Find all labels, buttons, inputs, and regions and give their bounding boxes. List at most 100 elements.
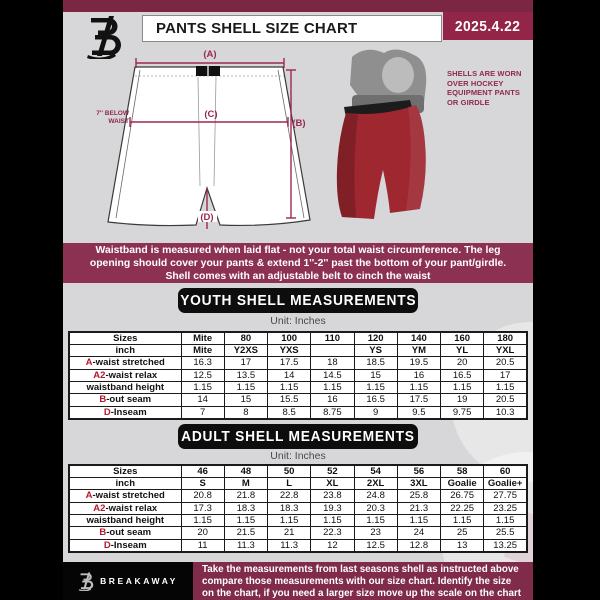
value-cell: 26.75 bbox=[439, 489, 485, 503]
value-cell: 1.15 bbox=[266, 514, 312, 528]
value-cell: 1.15 bbox=[483, 514, 528, 528]
value-cell: 13.5 bbox=[223, 368, 269, 383]
value-cell: 20.5 bbox=[483, 356, 528, 370]
value-cell: 8 bbox=[223, 405, 269, 420]
value-cell: 20 bbox=[180, 526, 225, 540]
row-label: A-waist stretched bbox=[68, 356, 182, 370]
value-cell: 8.75 bbox=[310, 405, 355, 420]
footer-instructions: Take the measurements from last seasons … bbox=[193, 562, 533, 600]
value-cell: 1.15 bbox=[180, 514, 225, 528]
value-cell: 17.5 bbox=[266, 356, 312, 370]
row-label-prefix: A2 bbox=[93, 369, 106, 381]
row-label-prefix: A bbox=[85, 490, 93, 502]
header-cell: Mite bbox=[180, 331, 225, 345]
measure-label-a: (A) bbox=[203, 49, 216, 60]
header-cell: Mite bbox=[180, 343, 225, 358]
value-cell: 9 bbox=[353, 405, 398, 420]
value-cell: 1.15 bbox=[396, 381, 442, 395]
row-label-prefix: D bbox=[103, 539, 111, 551]
brand-name: BREAKAWAY bbox=[100, 576, 178, 586]
row-label-prefix: B bbox=[99, 394, 107, 406]
value-cell: 20.5 bbox=[483, 393, 528, 407]
youth-section-banner: YOUTH SHELL MEASUREMENTS bbox=[178, 288, 418, 313]
header-cell: L bbox=[266, 476, 312, 491]
header-cell: 80 bbox=[223, 331, 269, 345]
page-title: PANTS SHELL SIZE CHART bbox=[142, 15, 442, 42]
row-label: waistband height bbox=[68, 381, 182, 395]
value-cell: 1.15 bbox=[483, 381, 528, 395]
value-cell: 20.3 bbox=[353, 501, 398, 516]
header-cell: 3XL bbox=[396, 476, 442, 491]
value-cell: 16 bbox=[396, 368, 442, 383]
footer-line: compare those measurements with our size… bbox=[202, 576, 512, 587]
table-row: B-out seam 14 15 15.5 16 16.5 17.5 19 20.5 bbox=[68, 393, 528, 407]
value-cell: 12.5 bbox=[353, 538, 398, 553]
caption-line: OVER HOCKEY bbox=[447, 78, 504, 88]
header-cell: YXL bbox=[483, 343, 528, 358]
row-label: B-out seam bbox=[68, 393, 182, 407]
value-cell: 1.15 bbox=[353, 514, 398, 528]
header-cell: S bbox=[180, 476, 225, 491]
value-cell: 18.3 bbox=[266, 501, 312, 516]
value-cell: 1.15 bbox=[223, 381, 269, 395]
date-badge: 2025.4.22 bbox=[443, 12, 533, 40]
value-cell: 27.75 bbox=[483, 489, 528, 503]
table-row: D-Inseam 11 11.3 11.3 12 12.5 12.8 13 13.25 bbox=[68, 538, 528, 553]
value-cell: 16.5 bbox=[353, 393, 398, 407]
table-row: A2-waist relax 12.5 13.5 14 14.5 15 16 16.5 17 bbox=[68, 368, 528, 383]
adult-unit-label: Unit: Inches bbox=[270, 450, 326, 462]
header-cell: Y2XS bbox=[223, 343, 269, 358]
value-cell: 21.8 bbox=[223, 489, 269, 503]
value-cell: 21 bbox=[266, 526, 312, 540]
header-cell: Goalie+ bbox=[483, 476, 528, 491]
value-cell: 13 bbox=[439, 538, 485, 553]
header-cell: YL bbox=[439, 343, 485, 358]
value-cell: 19.5 bbox=[396, 356, 442, 370]
value-cell: 15 bbox=[223, 393, 269, 407]
caption-line: SHELLS ARE WORN bbox=[447, 69, 522, 78]
table-row: inch S M L XL 2XL 3XL Goalie Goalie+ bbox=[68, 476, 528, 491]
header-cell: YM bbox=[396, 343, 442, 358]
notice-line: Shell comes with an adjustable belt to c… bbox=[165, 270, 431, 282]
value-cell: 15 bbox=[353, 368, 398, 383]
waist-note-line1: 7'' BELOW bbox=[96, 110, 129, 117]
value-cell: 25 bbox=[439, 526, 485, 540]
value-cell: 17.3 bbox=[180, 501, 225, 516]
row-label: waistband height bbox=[68, 514, 182, 528]
header-cell: M bbox=[223, 476, 269, 491]
measure-label-b: (B) bbox=[292, 118, 305, 129]
value-cell: 16 bbox=[310, 393, 355, 407]
row-label: A2-waist relax bbox=[68, 501, 182, 516]
value-cell: 22.3 bbox=[310, 526, 355, 540]
value-cell: 25.8 bbox=[396, 489, 442, 503]
waist-note-line2: WAIST bbox=[108, 118, 129, 125]
table-row: Sizes 46 48 50 52 54 56 58 60 bbox=[68, 464, 528, 478]
youth-unit-label: Unit: Inches bbox=[270, 315, 326, 327]
waist-note: 7'' BELOW WAIST bbox=[87, 110, 129, 126]
value-cell: 18.5 bbox=[353, 356, 398, 370]
value-cell: 17 bbox=[483, 368, 528, 383]
table-row: waistband height 1.15 1.15 1.15 1.15 1.15 1.15… bbox=[68, 514, 528, 528]
footer-brand-block: BREAKAWAY bbox=[63, 562, 193, 600]
value-cell: 23.25 bbox=[483, 501, 528, 516]
value-cell: 1.15 bbox=[353, 381, 398, 395]
value-cell: 1.15 bbox=[396, 514, 442, 528]
header-cell: YXS bbox=[266, 343, 312, 358]
row-label-prefix: B bbox=[99, 527, 107, 539]
value-cell: 1.15 bbox=[439, 381, 485, 395]
value-cell: 10.3 bbox=[483, 405, 528, 420]
measure-label-c: (C) bbox=[204, 109, 217, 120]
top-accent-bar bbox=[63, 0, 533, 12]
value-cell: 14.5 bbox=[310, 368, 355, 383]
header-cell: 180 bbox=[483, 331, 528, 345]
header-cell: YS bbox=[353, 343, 398, 358]
row-label: Sizes bbox=[68, 464, 182, 478]
header-cell: 120 bbox=[353, 331, 398, 345]
table-row: inch Mite Y2XS YXS YS YM YL YXL bbox=[68, 343, 528, 358]
value-cell: 12.5 bbox=[180, 368, 225, 383]
header-cell: 56 bbox=[396, 464, 442, 478]
right-black-border bbox=[533, 0, 600, 600]
value-cell: 12.8 bbox=[396, 538, 442, 553]
header-cell: Goalie bbox=[439, 476, 485, 491]
row-label: inch bbox=[68, 343, 182, 358]
